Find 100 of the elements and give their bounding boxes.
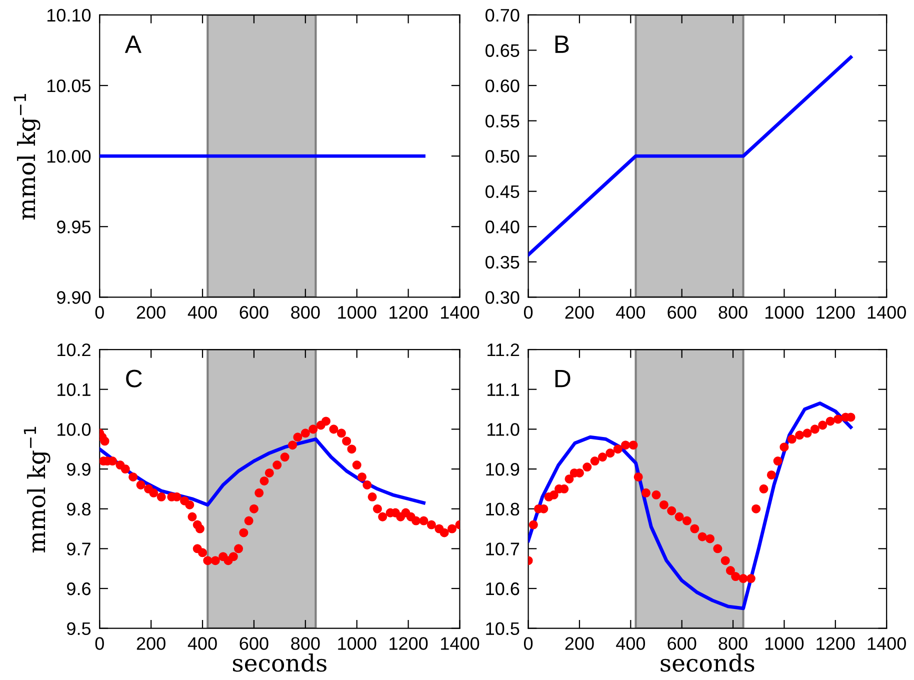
x-tick-label: 200 bbox=[565, 306, 594, 319]
y-tick-label: 10.5 bbox=[486, 622, 520, 636]
y-tick-label: 0.45 bbox=[486, 185, 520, 198]
x-tick-label: 600 bbox=[240, 306, 268, 319]
point bbox=[598, 452, 608, 462]
y-tick-label: 11.0 bbox=[488, 423, 520, 436]
point bbox=[720, 556, 730, 566]
point bbox=[690, 524, 700, 534]
point bbox=[590, 456, 600, 466]
x-tick-label: 0 bbox=[524, 637, 533, 650]
point bbox=[726, 566, 735, 576]
y-tick-label: 11.2 bbox=[488, 343, 520, 356]
y-tick-label: 10.10 bbox=[47, 8, 91, 22]
y-tick-label: 9.8 bbox=[67, 502, 91, 516]
point bbox=[674, 512, 684, 522]
point bbox=[606, 448, 615, 458]
y-tick-label: 11.1 bbox=[488, 383, 520, 396]
point bbox=[780, 442, 789, 452]
x-tick-label: 200 bbox=[136, 637, 166, 650]
point bbox=[795, 430, 804, 440]
y-tick-label: 0.70 bbox=[486, 8, 520, 22]
x-axis-title: seconds bbox=[660, 653, 754, 672]
y-tick-label: 9.6 bbox=[67, 582, 90, 596]
point bbox=[698, 532, 707, 542]
x-tick-label: 200 bbox=[565, 637, 594, 650]
x-tick-label: 800 bbox=[291, 637, 320, 650]
point bbox=[752, 504, 761, 514]
y-tick-label: 9.95 bbox=[57, 220, 91, 234]
y-tick-label: 10.2 bbox=[58, 343, 90, 356]
point bbox=[528, 520, 538, 530]
x-tick-label: 1000 bbox=[338, 637, 376, 650]
y-tick-label: 9.9 bbox=[67, 462, 90, 476]
y-tick-label: 9.5 bbox=[67, 622, 91, 636]
annotation: C bbox=[126, 370, 142, 388]
x-tick-label: 1000 bbox=[766, 306, 804, 319]
point bbox=[818, 420, 828, 430]
point bbox=[810, 424, 820, 434]
y-tick-label: 10.00 bbox=[47, 150, 91, 163]
y-tick-label: 0.50 bbox=[486, 150, 520, 163]
line-series bbox=[528, 402, 852, 610]
y-tick-label: 9.7 bbox=[67, 542, 90, 556]
point bbox=[682, 516, 692, 526]
point bbox=[705, 534, 715, 544]
x-tick-label: 400 bbox=[616, 306, 646, 319]
x-tick-label: 600 bbox=[668, 637, 696, 650]
y-tick-label: 0.65 bbox=[486, 44, 520, 57]
y-tick-label: 9.90 bbox=[57, 291, 91, 304]
point bbox=[759, 484, 768, 494]
point bbox=[564, 474, 574, 484]
point bbox=[613, 444, 622, 454]
x-tick-label: 1200 bbox=[816, 637, 855, 650]
x-tick-label: 1000 bbox=[338, 306, 376, 319]
x-tick-label: 0 bbox=[95, 306, 104, 319]
point bbox=[549, 490, 558, 500]
point bbox=[738, 574, 748, 584]
x-tick-label: 1400 bbox=[441, 306, 480, 319]
point bbox=[667, 506, 676, 516]
x-tick-label: 800 bbox=[718, 637, 748, 650]
annotation: B bbox=[555, 36, 569, 53]
point bbox=[731, 572, 740, 582]
x-tick-label: 600 bbox=[668, 306, 696, 319]
y-tick-label: 10.05 bbox=[47, 79, 91, 92]
point bbox=[826, 416, 835, 426]
point bbox=[628, 440, 638, 450]
x-tick-label: 400 bbox=[188, 637, 217, 650]
x-tick-label: 400 bbox=[616, 637, 646, 650]
y-tick-label: 0.30 bbox=[486, 291, 520, 304]
x-tick-label: 200 bbox=[136, 306, 166, 319]
x-tick-label: 400 bbox=[188, 306, 217, 319]
x-tick-label: 1200 bbox=[816, 306, 855, 319]
line-series bbox=[100, 437, 426, 507]
y-tick-label: 0.40 bbox=[486, 220, 520, 234]
point bbox=[833, 414, 842, 424]
point bbox=[802, 428, 812, 438]
y-tick-label: 10.7 bbox=[486, 542, 520, 556]
y-axis-title: mmol kg$^{−1}$ bbox=[14, 94, 40, 220]
point bbox=[713, 544, 722, 554]
y-tick-label: 10.9 bbox=[486, 462, 520, 476]
x-tick-label: 1000 bbox=[766, 637, 804, 650]
y-tick-label: 10.8 bbox=[486, 502, 520, 516]
annotation: A bbox=[124, 36, 142, 53]
point bbox=[746, 574, 756, 584]
point bbox=[634, 472, 643, 482]
point bbox=[642, 488, 651, 498]
y-tick-label: 10.0 bbox=[58, 423, 91, 436]
point bbox=[773, 456, 782, 466]
y-tick-label: 10.1 bbox=[58, 383, 90, 396]
point bbox=[582, 462, 592, 472]
annotation: D bbox=[555, 370, 570, 388]
x-tick-label: 1400 bbox=[868, 637, 906, 650]
x-tick-label: 0 bbox=[524, 306, 533, 319]
x-tick-label: 600 bbox=[240, 637, 268, 650]
x-axis-title: seconds bbox=[233, 653, 326, 672]
point bbox=[659, 500, 668, 510]
y-tick-label: 0.55 bbox=[486, 114, 520, 128]
y-tick-label: 0.60 bbox=[486, 79, 520, 92]
point bbox=[787, 434, 796, 444]
y-axis-title: mmol kg$^{−1}$ bbox=[24, 426, 50, 553]
x-tick-label: 800 bbox=[291, 306, 320, 319]
x-tick-label: 800 bbox=[718, 306, 748, 319]
